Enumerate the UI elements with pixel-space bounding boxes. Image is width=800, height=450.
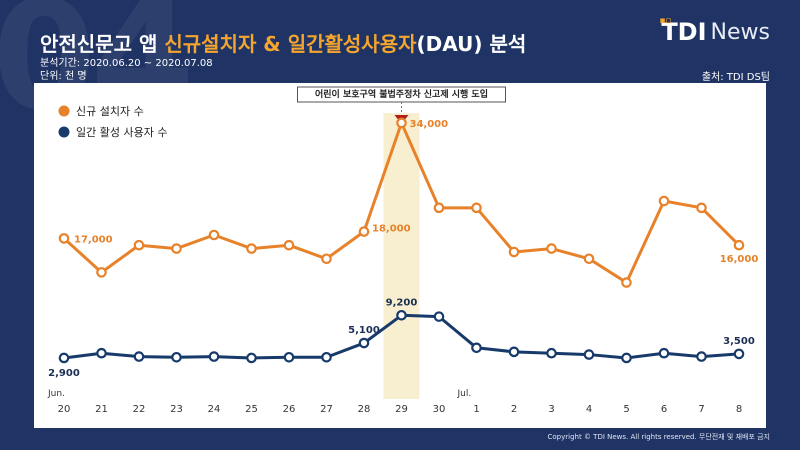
title-main: 안전신문고 앱 xyxy=(40,32,158,56)
analysis-period: 분석기간: 2020.06.20 ~ 2020.07.08 xyxy=(40,58,213,69)
data-point xyxy=(396,309,407,321)
x-tick-label: 4 xyxy=(586,404,592,415)
data-point xyxy=(283,351,295,363)
data-label: 9,200 xyxy=(386,297,418,308)
data-point xyxy=(96,267,107,278)
data-point xyxy=(583,349,595,360)
data-point xyxy=(96,347,107,359)
x-tick-label: 3 xyxy=(548,404,554,415)
legend-swatch xyxy=(58,105,70,117)
x-tick-label: 7 xyxy=(698,404,704,415)
data-point xyxy=(246,243,257,254)
data-point xyxy=(696,351,707,362)
logo-tdi: TDI xyxy=(661,18,707,46)
data-point xyxy=(133,351,145,362)
x-tick-label: 5 xyxy=(623,404,629,415)
x-tick-label: 1 xyxy=(473,404,479,415)
x-tick-label: 27 xyxy=(320,404,333,415)
data-point xyxy=(246,352,257,364)
copyright: Copyright © TDI News. All rights reserve… xyxy=(547,433,770,441)
data-point xyxy=(621,277,632,288)
month-label: Jun. xyxy=(47,389,65,399)
x-tick-label: 22 xyxy=(133,404,146,415)
data-point xyxy=(358,337,370,349)
unit-label: 단위: 천 명 xyxy=(40,71,87,82)
x-tick-label: 21 xyxy=(95,404,108,415)
data-point xyxy=(546,347,557,359)
data-point xyxy=(583,253,595,265)
data-point xyxy=(433,202,445,214)
data-label: 2,900 xyxy=(48,368,80,379)
data-point xyxy=(171,351,182,363)
title-suffix: (DAU) 분석 xyxy=(416,32,527,56)
page-title: 안전신문고 앱 신규설치자 & 일간활성사용자(DAU) 분석 xyxy=(40,28,526,57)
x-tick-label: 25 xyxy=(245,404,258,415)
x-tick-label: 20 xyxy=(58,404,71,415)
data-point xyxy=(396,117,407,129)
data-point xyxy=(171,243,182,254)
x-tick-label: 24 xyxy=(208,404,221,415)
data-point xyxy=(733,239,745,251)
data-label: 18,000 xyxy=(372,224,411,235)
data-point xyxy=(321,253,332,265)
data-point xyxy=(321,351,332,363)
data-point xyxy=(733,348,745,360)
data-point xyxy=(658,195,670,207)
annotation-text: 어린이 보호구역 불법주정차 신고제 시행 도입 xyxy=(315,88,488,100)
data-point xyxy=(621,352,632,364)
data-point xyxy=(433,311,445,322)
x-tick-label: 29 xyxy=(395,404,408,415)
data-point xyxy=(58,352,70,364)
data-point xyxy=(508,246,520,258)
tdi-news-logo: ▪▫ TDI News xyxy=(659,16,770,46)
data-point xyxy=(471,342,482,354)
data-point xyxy=(208,229,220,241)
legend-swatch xyxy=(58,126,70,138)
logo-news: News xyxy=(710,19,770,45)
data-point xyxy=(471,202,482,214)
title-accent: 신규설치자 & 일간활성사용자 xyxy=(164,32,417,56)
data-point xyxy=(658,347,670,359)
data-label: 3,500 xyxy=(723,336,755,347)
x-tick-label: 28 xyxy=(358,404,371,415)
x-tick-label: 2 xyxy=(511,404,517,415)
data-point xyxy=(58,233,70,244)
logo-dots-icon: ▪▫ xyxy=(659,16,672,26)
data-label: 5,100 xyxy=(348,325,380,336)
month-label: Jul. xyxy=(457,389,472,399)
data-point xyxy=(208,351,220,362)
data-point xyxy=(358,226,370,237)
data-label: 17,000 xyxy=(74,234,113,245)
source-label: 출처: TDI DS팀 xyxy=(701,72,770,83)
x-tick-label: 8 xyxy=(736,404,742,415)
data-label: 34,000 xyxy=(410,119,449,130)
data-label: 16,000 xyxy=(720,254,759,265)
x-tick-label: 23 xyxy=(170,404,183,415)
x-tick-label: 30 xyxy=(433,404,446,415)
legend-label: 신규 설치자 수 xyxy=(76,105,144,118)
data-point xyxy=(508,346,520,358)
legend-label: 일간 활성 사용자 수 xyxy=(76,125,167,139)
chart-meta: 분석기간: 2020.06.20 ~ 2020.07.08 단위: 천 명 xyxy=(40,57,213,83)
data-point xyxy=(283,239,295,251)
x-tick-label: 6 xyxy=(661,404,667,415)
data-point xyxy=(133,239,145,251)
x-tick-label: 26 xyxy=(283,404,296,415)
data-point xyxy=(546,243,557,254)
data-point xyxy=(696,202,707,214)
